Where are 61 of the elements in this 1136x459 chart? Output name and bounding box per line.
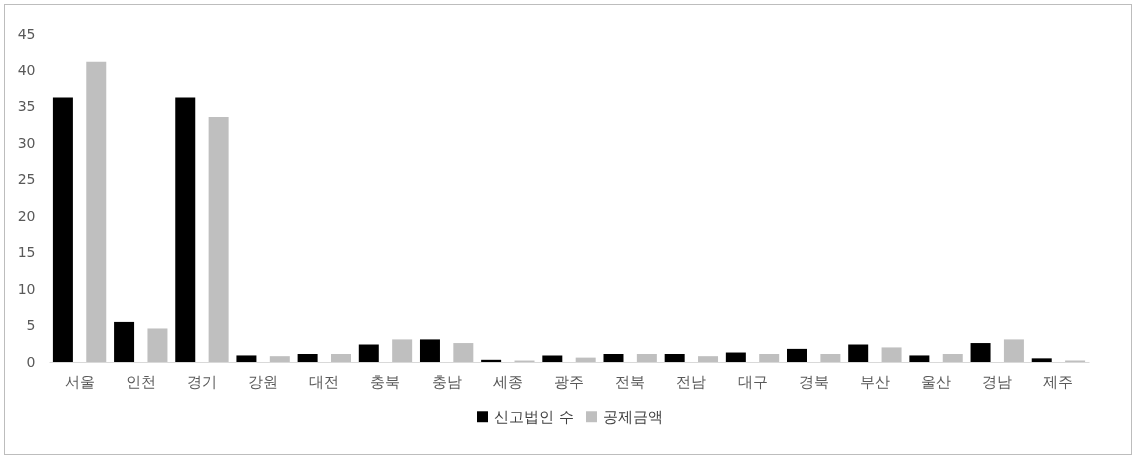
x-tick-label: 충북 [370,372,401,391]
bar [453,343,474,362]
x-tick-label: 광주 [554,372,584,391]
x-tick-label: 서울 [64,372,95,391]
bar [970,343,991,362]
bar [909,355,930,362]
bar [603,353,624,362]
x-tick-label: 충남 [431,372,462,391]
x-tick-label: 제주 [1043,372,1074,391]
y-tick-label: 35 [17,98,36,115]
x-tick-label: 세종 [492,372,523,391]
bar [147,328,168,362]
x-tick-label: 경기 [186,372,217,391]
x-tick-label: 강원 [248,372,279,391]
bar [848,344,869,362]
bar [881,347,902,362]
y-tick-label: 10 [17,280,36,297]
y-tick-label: 15 [17,244,36,261]
y-tick-label: 0 [26,353,36,370]
bar [636,353,657,362]
x-tick-label: 울산 [921,372,952,391]
x-tick-label: 대전 [309,372,340,391]
bar [664,353,685,362]
x-tick-label: 경남 [982,372,1013,391]
bar [297,353,318,362]
x-tick-label: 인천 [125,372,156,391]
bar [820,353,841,362]
y-tick-label: 30 [17,134,36,151]
bar [942,353,963,362]
legend-label: 신고법인 수 [494,407,574,426]
y-tick-label: 40 [17,61,36,78]
y-tick-label: 20 [17,207,36,224]
bar [392,339,413,362]
bar [86,61,107,362]
bar [52,97,73,362]
bar [269,356,290,362]
bar [1031,358,1052,362]
bar [787,348,808,362]
bar [175,97,196,362]
y-tick-label: 5 [26,317,36,334]
bar [1003,339,1024,362]
legend-label: 공제금액 [603,407,663,426]
x-tick-label: 경북 [798,372,829,391]
bar [208,117,229,362]
bar [575,357,596,362]
x-tick-label: 전남 [676,372,707,391]
x-tick-label: 부산 [859,372,890,391]
bar [330,353,351,362]
bar [358,344,379,362]
bar [725,352,746,362]
bar [759,353,780,362]
bar [542,355,563,362]
bar [698,356,719,362]
bar [114,321,135,362]
bar [419,339,440,362]
bar [236,355,257,362]
x-tick-label: 대구 [737,372,768,391]
y-tick-label: 25 [17,171,36,188]
x-tick-label: 전북 [615,372,646,391]
y-tick-label: 45 [17,25,36,42]
bar [481,359,502,362]
